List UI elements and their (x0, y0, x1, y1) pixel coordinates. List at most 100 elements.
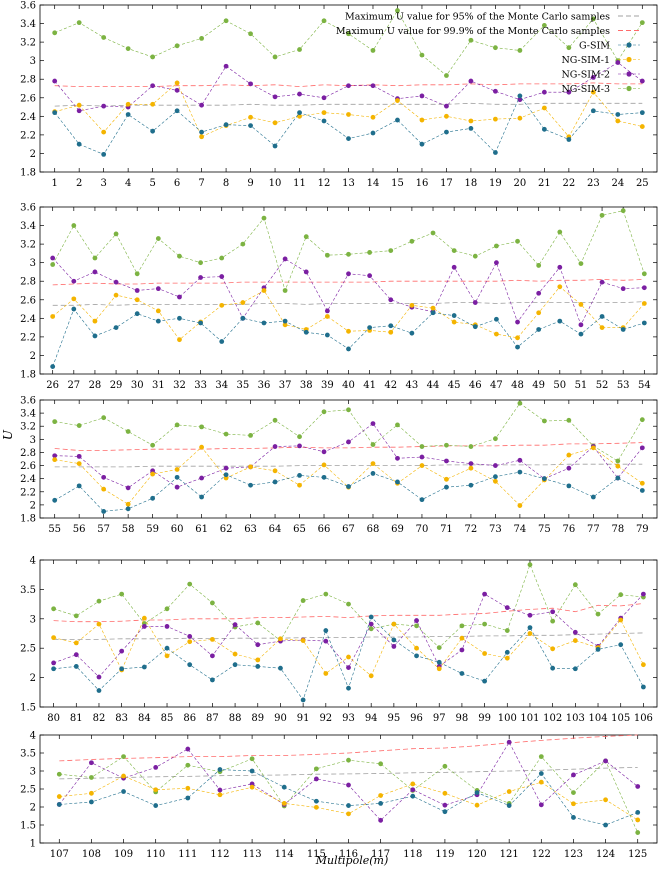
x-tick-label: 61 (195, 524, 208, 535)
y-tick-label: 3 (30, 435, 36, 446)
x-tick-label: 40 (342, 380, 355, 391)
x-tick-label: 107 (50, 849, 69, 860)
data-point-g-sim (303, 329, 309, 335)
data-point-ng-sim-1 (451, 319, 457, 325)
data-point-g-sim (324, 332, 330, 338)
data-point-ng-sim-1 (444, 113, 449, 119)
data-point-g-sim (323, 628, 329, 633)
x-tick-label: 22 (562, 178, 575, 189)
data-point-ng-sim-3 (125, 429, 131, 434)
data-point-ng-sim-3 (618, 592, 624, 598)
data-point-g-sim (346, 484, 351, 489)
data-point-ng-sim-1 (436, 666, 442, 672)
y-tick-label: 2 (30, 500, 36, 511)
data-point-ng-sim-1 (249, 784, 255, 790)
data-point-ng-sim-3 (368, 626, 374, 632)
x-tick-label: 62 (220, 524, 233, 535)
data-point-ng-sim-3 (517, 48, 523, 53)
data-point-ng-sim-3 (370, 442, 376, 447)
x-tick-label: 93 (342, 713, 355, 724)
data-point-ng-sim-1 (199, 134, 204, 140)
data-point-ng-sim-1 (538, 779, 544, 785)
y-tick-label: 1 (30, 839, 36, 850)
x-tick-label: 26 (46, 380, 59, 391)
data-point-ng-sim-2 (641, 285, 647, 291)
x-tick-label: 112 (210, 849, 229, 860)
data-point-ng-sim-2 (578, 322, 584, 328)
x-tick-label: 110 (146, 849, 165, 860)
data-point-g-sim (92, 333, 98, 339)
data-point-ng-sim-3 (482, 621, 488, 627)
data-point-g-sim (89, 799, 94, 805)
data-point-ng-sim-1 (370, 461, 376, 466)
data-point-ng-sim-1 (578, 302, 584, 307)
data-point-ng-sim-2 (101, 474, 107, 480)
legend-label: NG-SIM-3 (561, 84, 610, 95)
data-point-g-sim (620, 327, 626, 332)
x-tick-label: 82 (93, 713, 106, 724)
data-point-ng-sim-3 (620, 208, 626, 214)
data-point-ng-sim-3 (219, 255, 225, 261)
data-point-ng-sim-3 (155, 236, 161, 241)
data-point-ng-sim-3 (346, 251, 351, 257)
x-tick-label: 64 (269, 524, 282, 535)
data-point-ng-sim-1 (346, 112, 351, 117)
y-tick-label: 2.6 (20, 461, 36, 472)
x-tick-label: 81 (70, 713, 83, 724)
x-tick-label: 47 (490, 380, 503, 391)
data-point-g-sim (527, 625, 533, 631)
data-point-ng-sim-3 (52, 419, 58, 425)
series-line-ng-sim-1 (54, 446, 643, 506)
data-point-ng-sim-3 (635, 830, 641, 835)
data-point-g-sim (370, 130, 376, 136)
x-tick-label: 41 (363, 380, 376, 391)
data-point-ng-sim-2 (92, 269, 98, 275)
data-point-ng-sim-3 (346, 407, 351, 413)
series-line-p999 (52, 278, 645, 286)
data-point-ng-sim-3 (92, 255, 98, 261)
data-point-ng-sim-2 (566, 89, 572, 95)
x-tick-label: 109 (114, 849, 133, 860)
data-point-g-sim (368, 614, 374, 620)
data-point-g-sim (557, 318, 563, 324)
series-line-p999 (53, 603, 644, 623)
x-tick-label: 50 (553, 380, 566, 391)
series-line-ng-sim-2 (52, 257, 645, 326)
x-tick-label: 111 (178, 849, 197, 860)
data-point-ng-sim-2 (346, 439, 351, 445)
data-point-ng-sim-3 (223, 431, 229, 437)
data-point-ng-sim-3 (297, 434, 302, 440)
x-tick-label: 42 (384, 380, 397, 391)
data-point-ng-sim-1 (517, 115, 523, 121)
x-tick-label: 5 (149, 178, 155, 189)
data-point-ng-sim-3 (595, 611, 601, 617)
data-point-ng-sim-2 (346, 271, 351, 277)
data-point-ng-sim-2 (346, 782, 351, 788)
data-point-ng-sim-3 (527, 562, 533, 568)
data-point-g-sim (261, 320, 267, 326)
data-point-ng-sim-2 (378, 817, 384, 823)
x-tick-label: 89 (251, 713, 264, 724)
x-tick-label: 27 (67, 380, 80, 391)
x-tick-label: 16 (416, 178, 429, 189)
y-tick-label: 1.8 (20, 370, 36, 381)
x-tick-label: 4 (125, 178, 131, 189)
data-point-ng-sim-2 (125, 485, 131, 491)
y-tick-label: 3.4 (20, 19, 36, 30)
plot-frame (39, 734, 658, 844)
data-point-ng-sim-1 (71, 296, 77, 302)
data-point-g-sim (391, 637, 397, 643)
x-tick-label: 92 (319, 713, 332, 724)
y-tick-label: 3 (30, 614, 36, 625)
series-line-g-sim (54, 95, 643, 155)
data-point-ng-sim-2 (223, 63, 229, 69)
x-tick-label: 100 (498, 713, 517, 724)
data-point-ng-sim-1 (515, 335, 520, 341)
data-point-ng-sim-2 (370, 83, 376, 89)
data-point-ng-sim-2 (187, 634, 193, 639)
x-tick-label: 55 (48, 524, 61, 535)
data-point-ng-sim-2 (527, 612, 533, 618)
data-point-g-sim (494, 316, 499, 322)
x-tick-label: 73 (489, 524, 502, 535)
data-point-g-sim (272, 479, 278, 485)
